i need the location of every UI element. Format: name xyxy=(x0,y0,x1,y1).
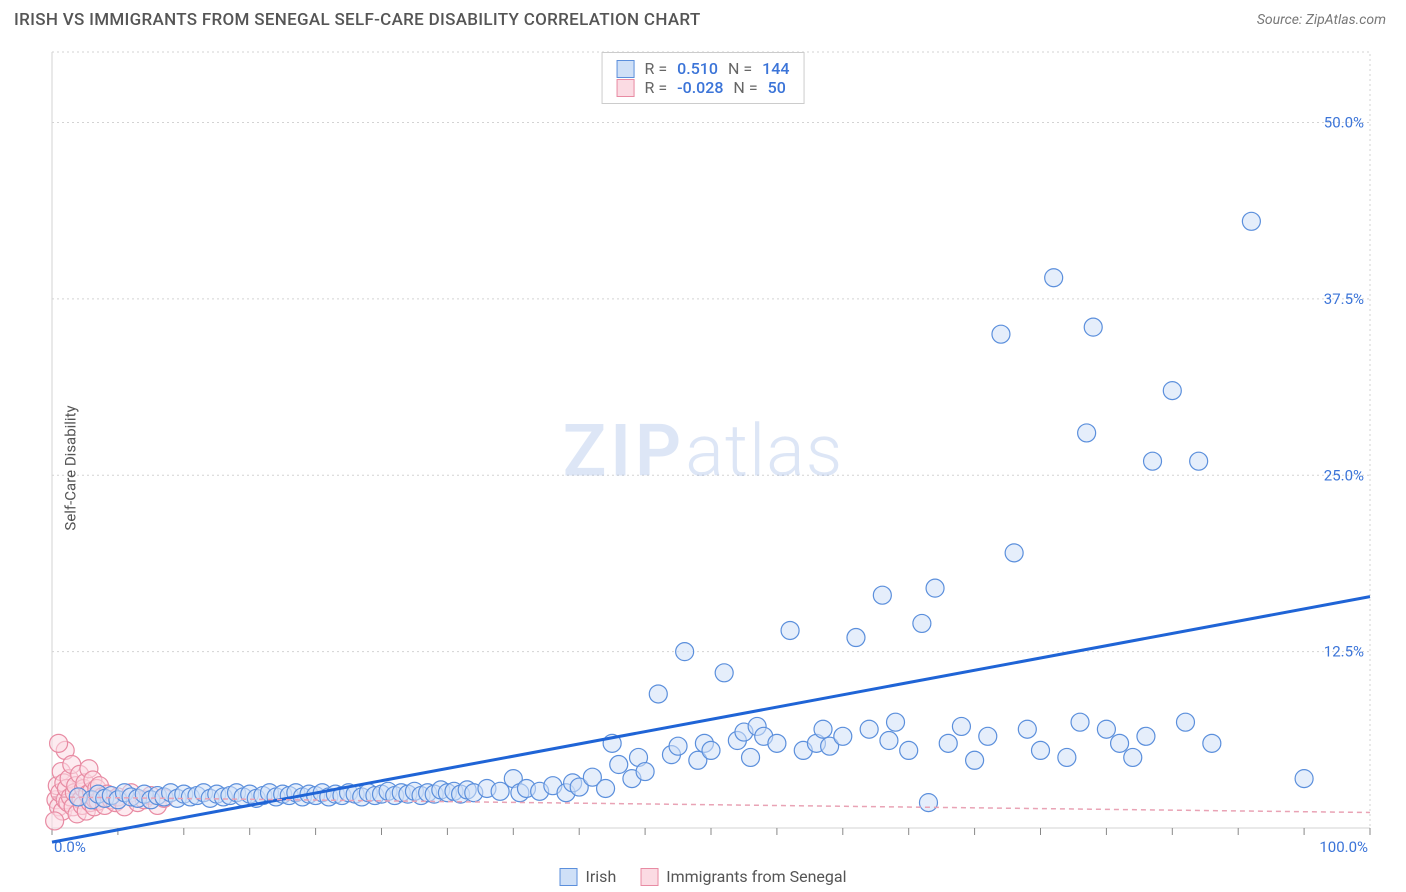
chart-area: Self-Care Disability ZIPatlas 12.5%25.0%… xyxy=(0,44,1406,892)
chart-title: IRISH VS IMMIGRANTS FROM SENEGAL SELF-CA… xyxy=(14,10,701,30)
svg-text:37.5%: 37.5% xyxy=(1324,290,1364,308)
svg-text:25.0%: 25.0% xyxy=(1324,466,1364,484)
legend-correlation: R = 0.510 N = 144 R = -0.028 N = 50 xyxy=(602,52,805,104)
legend-row-irish: R = 0.510 N = 144 xyxy=(617,59,790,78)
legend-swatch-icon xyxy=(617,79,635,97)
chart-header: IRISH VS IMMIGRANTS FROM SENEGAL SELF-CA… xyxy=(0,0,1406,38)
legend-swatch-icon xyxy=(640,868,658,886)
legend-series: Irish Immigrants from Senegal xyxy=(560,867,847,886)
svg-text:50.0%: 50.0% xyxy=(1324,114,1364,132)
legend-swatch-icon xyxy=(560,868,578,886)
y-axis-label: Self-Care Disability xyxy=(62,405,80,530)
svg-text:100.0%: 100.0% xyxy=(1319,838,1368,856)
legend-item-senegal: Immigrants from Senegal xyxy=(640,867,846,886)
legend-item-irish: Irish xyxy=(560,867,617,886)
scatter-chart: 12.5%25.0%37.5%50.0%0.0%100.0% xyxy=(0,44,1406,892)
legend-swatch-icon xyxy=(617,60,635,78)
legend-row-senegal: R = -0.028 N = 50 xyxy=(617,78,790,97)
svg-text:12.5%: 12.5% xyxy=(1324,643,1364,661)
chart-source: Source: ZipAtlas.com xyxy=(1257,12,1386,28)
